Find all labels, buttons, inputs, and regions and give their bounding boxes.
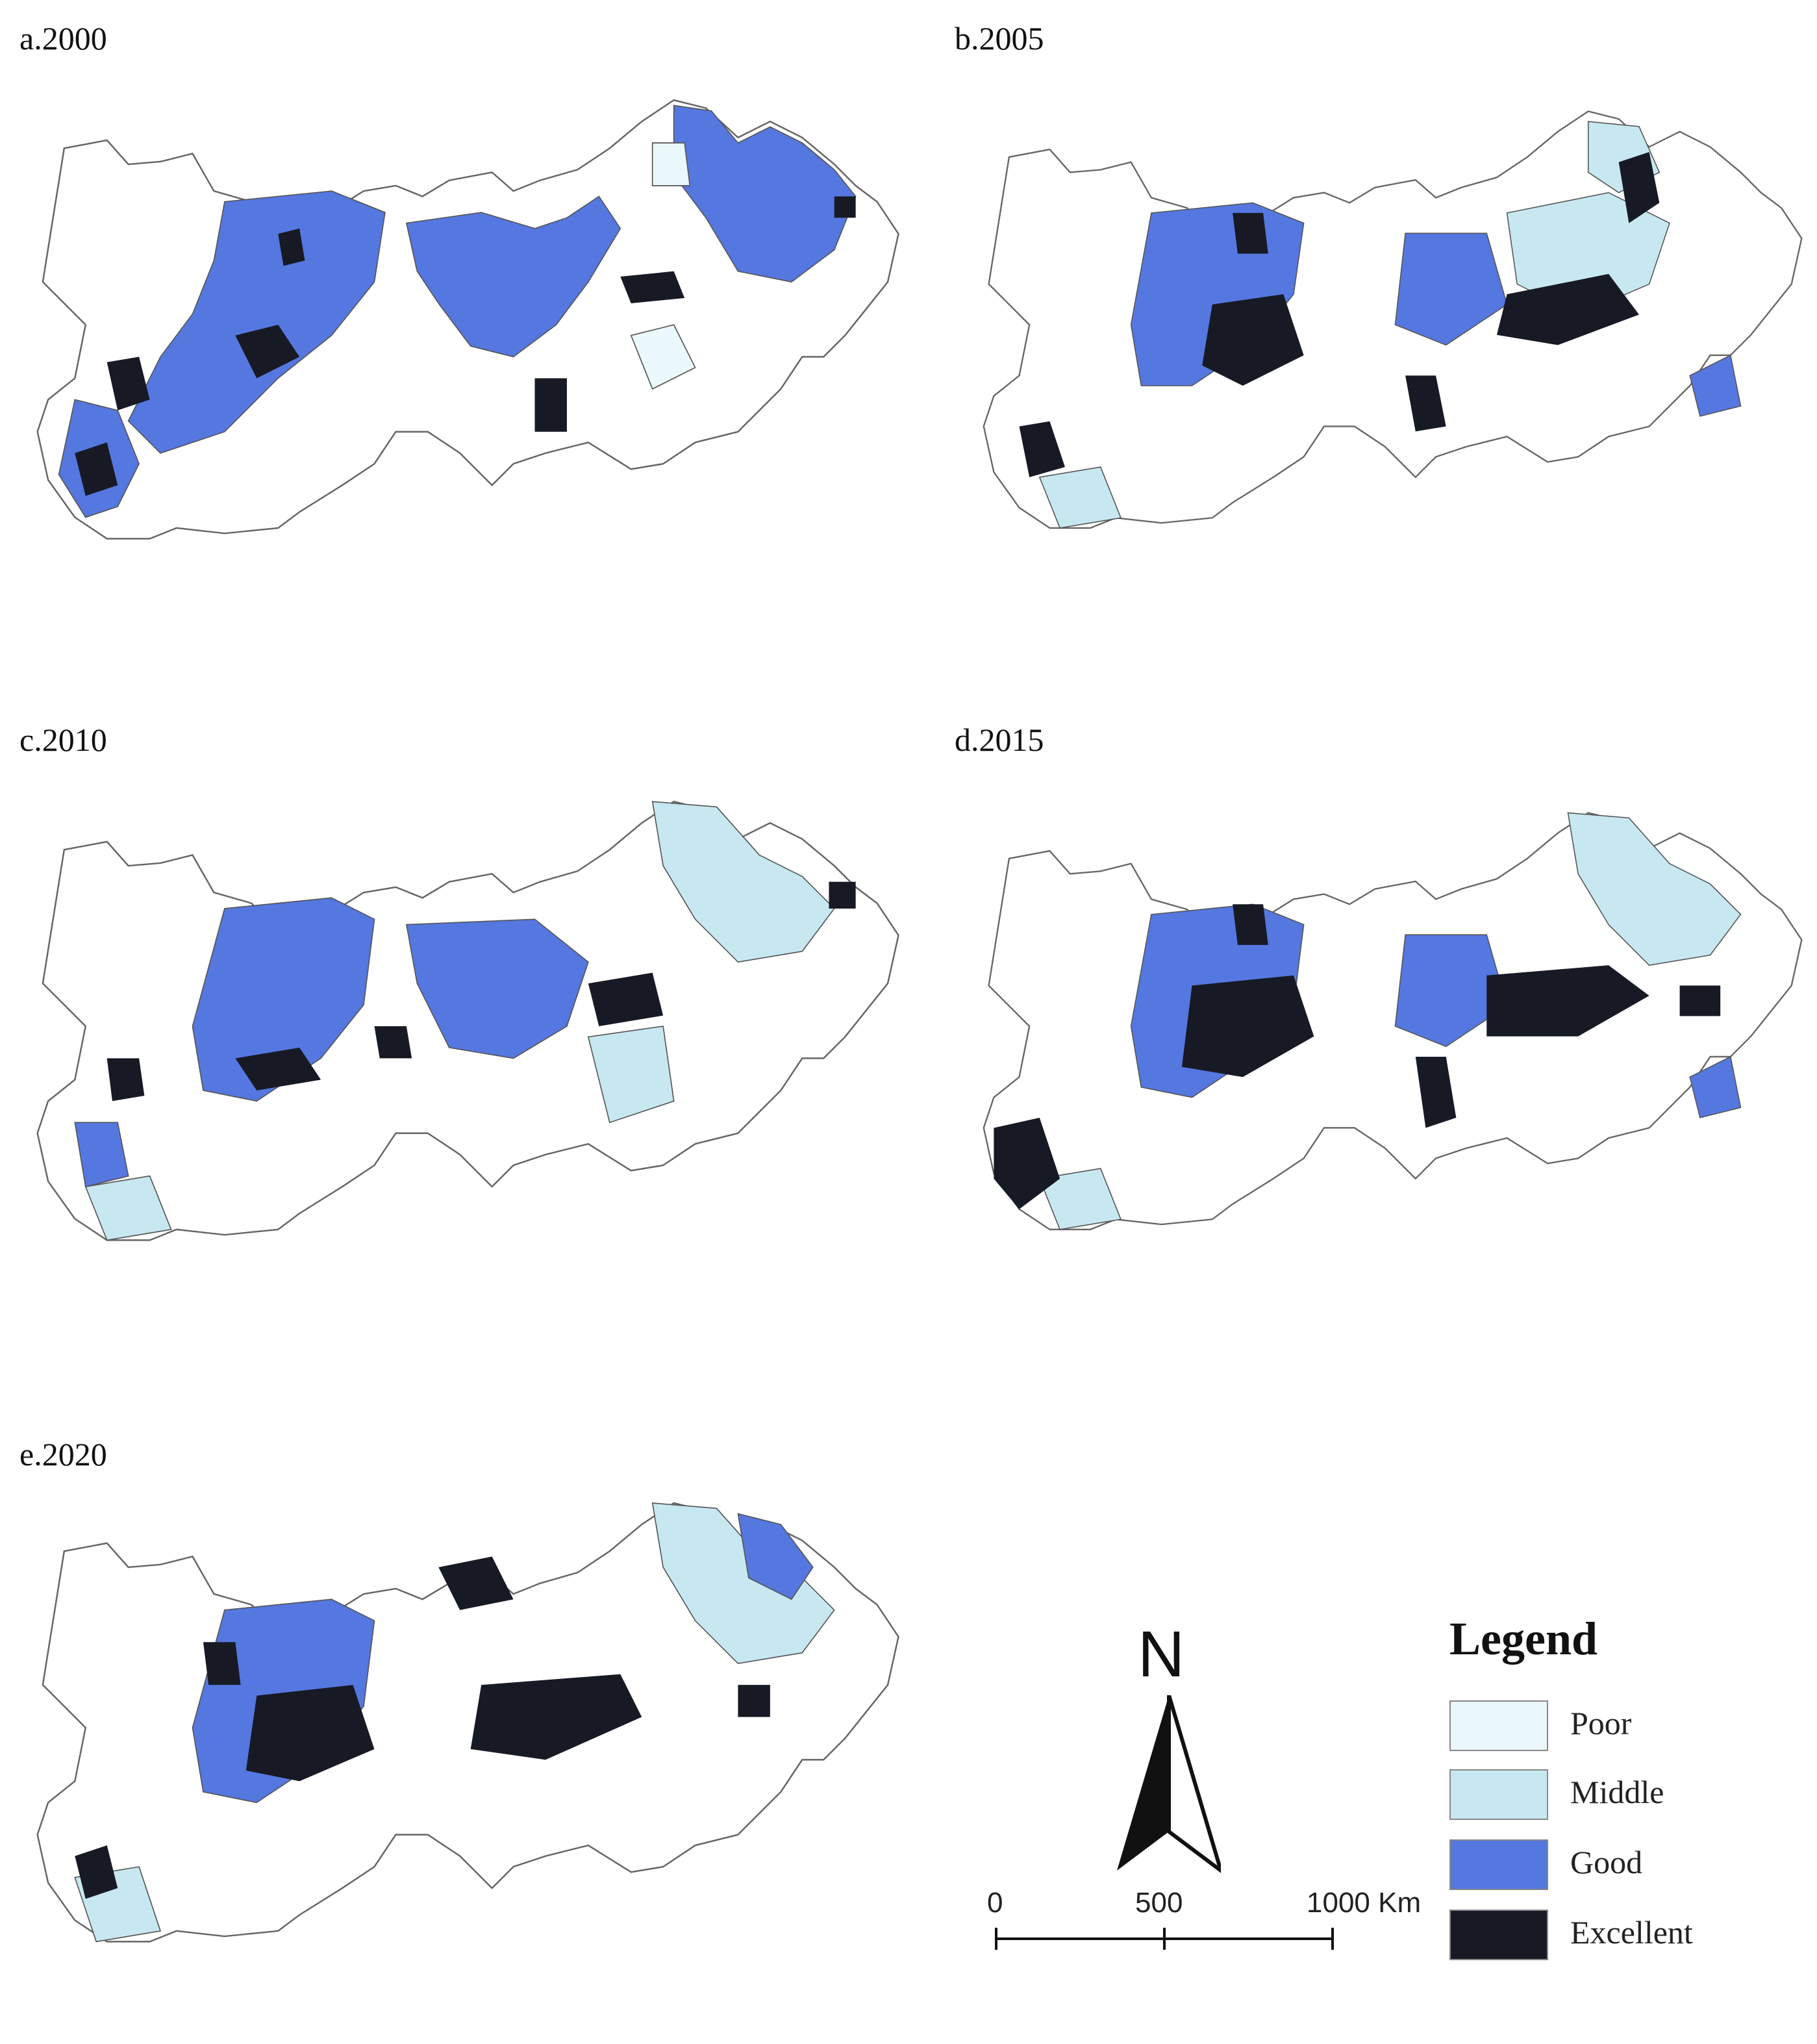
region-middle — [84, 1175, 172, 1241]
region-excellent — [1496, 273, 1639, 346]
panel-title: c.2010 — [19, 722, 107, 758]
legend-item-poor: Poor — [1449, 1700, 1774, 1752]
map-panel-2010: c.2010 — [0, 701, 909, 1351]
region-excellent — [470, 1674, 642, 1760]
region-good — [192, 897, 375, 1102]
region-excellent — [1019, 421, 1065, 477]
legend-label: Poor — [1570, 1705, 1632, 1741]
region-excellent — [278, 228, 305, 266]
region-good — [127, 190, 386, 454]
map-panel-2015: d.2015 — [948, 701, 1812, 1351]
map-2005 — [983, 110, 1803, 529]
legend-swatch — [1449, 1910, 1548, 1960]
scale-tick-label: 0 — [987, 1887, 1003, 1919]
region-middle — [1038, 1168, 1122, 1230]
map-2000 — [36, 99, 899, 540]
region-middle — [1567, 812, 1742, 966]
panel-title: e.2020 — [19, 1436, 107, 1472]
region-excellent — [588, 972, 664, 1026]
region-excellent — [994, 1117, 1060, 1209]
region-excellent — [834, 196, 856, 218]
region-poor — [630, 324, 696, 390]
region-excellent — [107, 1058, 145, 1102]
region-excellent — [438, 1556, 514, 1610]
region-good — [405, 918, 589, 1059]
region-excellent — [107, 357, 150, 410]
region-excellent — [1181, 975, 1314, 1078]
map-panel-2000: a.2000 — [0, 0, 909, 650]
region-good — [405, 196, 621, 358]
region-middle — [651, 801, 835, 963]
region-excellent — [1405, 375, 1446, 432]
legend-label: Good — [1570, 1844, 1643, 1880]
region-excellent — [203, 1642, 241, 1685]
region-excellent — [1679, 985, 1721, 1016]
region-good — [737, 1513, 814, 1600]
scale-bar — [995, 1928, 1334, 1950]
region-good — [1394, 233, 1508, 346]
region-excellent — [374, 1026, 412, 1059]
region-poor — [651, 142, 691, 186]
map-2015 — [983, 812, 1803, 1231]
region-excellent — [534, 378, 567, 432]
region-middle — [651, 1502, 835, 1665]
north-arrow-icon — [1117, 1695, 1221, 1873]
region-excellent — [1415, 1056, 1457, 1128]
region-middle — [1506, 192, 1670, 316]
region-excellent — [1233, 212, 1268, 254]
legend-label: Middle — [1570, 1774, 1664, 1810]
region-excellent — [1233, 904, 1268, 945]
region-good — [1394, 934, 1508, 1048]
map-panel-2020: e.2020 — [0, 1416, 909, 2039]
map-panel-2005: b.2005 — [948, 0, 1812, 650]
legend-label: Excellent — [1570, 1914, 1693, 1950]
region-excellent — [1618, 152, 1660, 223]
region-excellent — [235, 325, 300, 379]
region-excellent — [1202, 294, 1304, 386]
region-good — [1689, 354, 1742, 417]
north-arrow-label: N — [1138, 1618, 1185, 1691]
map-2010 — [36, 800, 899, 1241]
legend-item-excellent: Excellent — [1449, 1910, 1774, 1962]
region-excellent — [1486, 965, 1649, 1037]
region-excellent — [829, 881, 856, 909]
scale-tick-label: 500 — [1135, 1887, 1183, 1919]
legend-swatch — [1449, 1839, 1548, 1890]
legend-swatch — [1449, 1769, 1548, 1820]
region-good — [1689, 1055, 1742, 1118]
region-excellent — [75, 1845, 118, 1899]
scale-tick-label: 1000 Km — [1307, 1887, 1422, 1919]
region-good — [74, 1122, 129, 1188]
legend-title: Legend — [1449, 1613, 1598, 1665]
region-middle — [1038, 466, 1122, 529]
region-middle — [587, 1026, 675, 1124]
region-excellent — [738, 1685, 770, 1717]
region-excellent — [235, 1047, 321, 1091]
panel-title: a.2000 — [19, 20, 107, 57]
legend-item-middle: Middle — [1449, 1769, 1774, 1821]
region-excellent — [620, 271, 685, 304]
legend-item-good: Good — [1449, 1839, 1774, 1891]
panel-title: b.2005 — [955, 20, 1044, 57]
region-excellent — [245, 1685, 375, 1782]
region-excellent — [75, 442, 118, 496]
map-2020 — [36, 1502, 899, 1943]
panel-title: d.2015 — [955, 722, 1044, 758]
legend-swatch — [1449, 1700, 1548, 1751]
